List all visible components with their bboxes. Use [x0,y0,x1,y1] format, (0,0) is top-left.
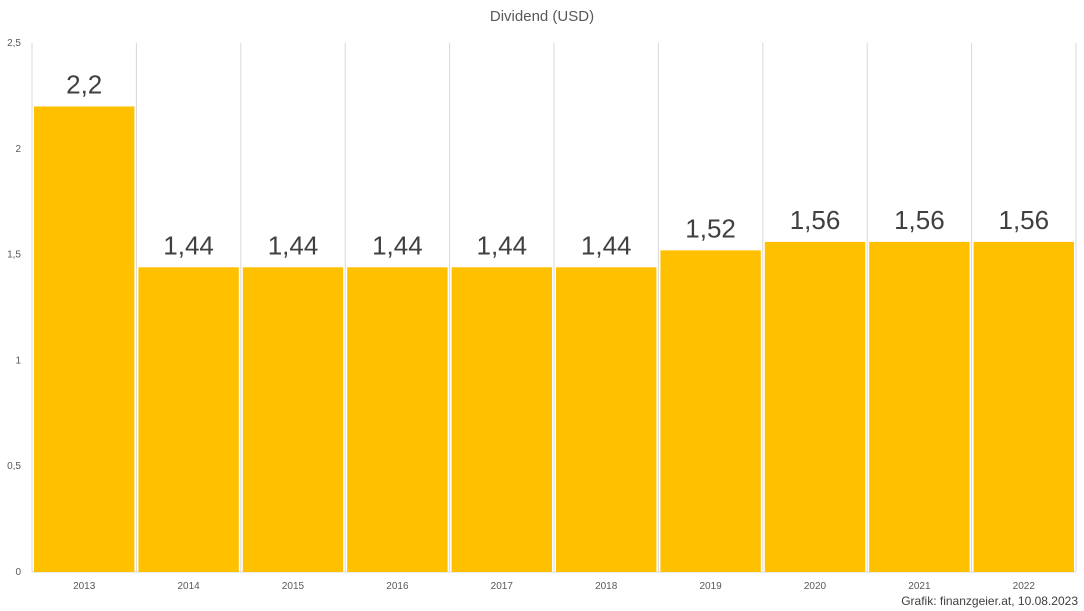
x-tick-label: 2017 [491,581,514,592]
data-label: 1,56 [894,205,945,235]
x-tick-label: 2016 [386,581,409,592]
bar [138,267,239,572]
bar [660,250,761,573]
data-label: 1,44 [163,230,214,260]
source-credit: Grafik: finanzgeier.at, 10.08.2023 [901,594,1078,608]
data-label: 1,56 [790,205,841,235]
bar [451,267,552,572]
x-tick-label: 2019 [699,581,722,592]
bar [242,267,344,572]
bar [556,267,657,572]
bar [347,267,448,572]
x-tick-label: 2018 [595,581,618,592]
y-tick-label: 1,5 [7,250,21,261]
bar [34,106,135,572]
data-label: 1,44 [476,230,527,260]
bar [973,241,1074,573]
data-label: 1,52 [685,213,736,243]
data-label: 1,56 [998,205,1049,235]
data-label: 1,44 [372,230,423,260]
x-tick-label: 2013 [73,581,96,592]
x-tick-label: 2020 [804,581,827,592]
data-label: 1,44 [268,230,319,260]
y-tick-label: 2,5 [7,38,21,49]
y-tick-label: 0,5 [7,461,21,472]
x-tick-label: 2014 [177,581,200,592]
y-tick-label: 0 [15,567,21,578]
x-tick-label: 2015 [282,581,305,592]
y-tick-label: 1 [15,355,21,366]
bar [869,241,970,573]
x-tick-label: 2022 [1013,581,1036,592]
data-label: 1,44 [581,230,632,260]
data-label: 2,2 [66,69,102,99]
chart-title: Dividend (USD) [489,8,595,25]
bar [764,241,866,573]
y-tick-label: 2 [15,144,21,155]
x-tick-label: 2021 [908,581,931,592]
